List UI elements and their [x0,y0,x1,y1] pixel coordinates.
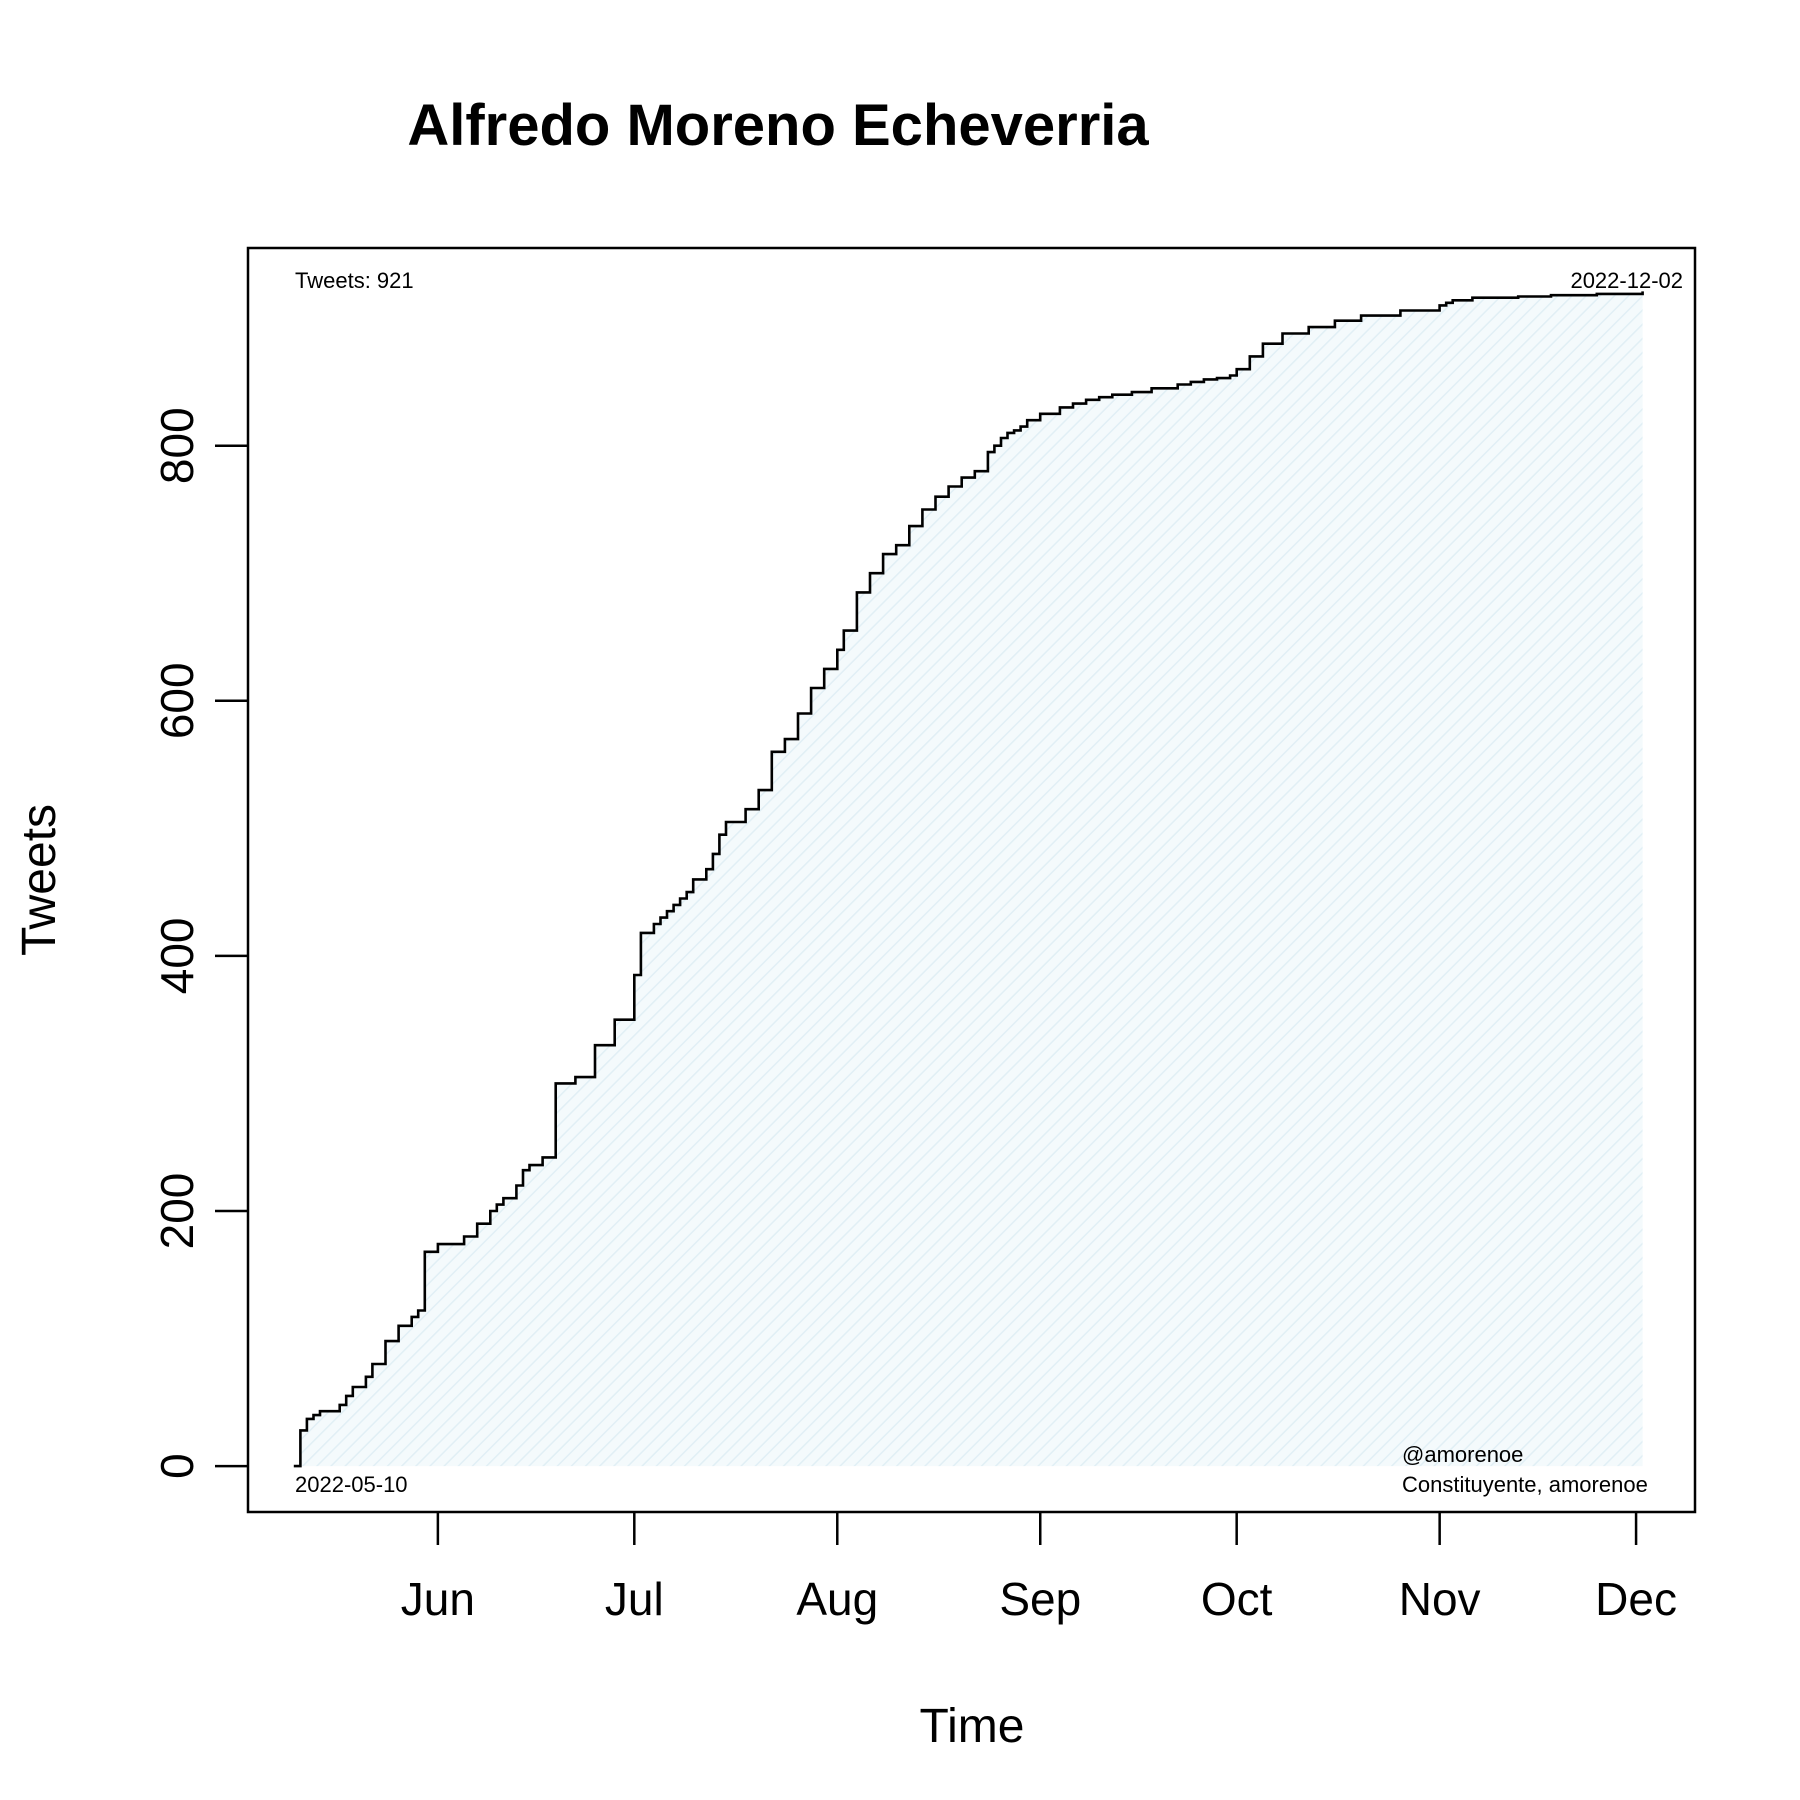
x-axis-label: Time [920,1700,1025,1753]
plot-frame [246,246,1697,1514]
y-tick-label: 400 [151,918,203,995]
y-tick-label: 0 [151,1453,203,1479]
x-tick-label: Dec [1595,1573,1677,1625]
x-tick-label: Oct [1201,1573,1273,1625]
chart-title: Alfredo Moreno Echeverria [407,93,1149,158]
x-tick-label: Jul [605,1573,664,1625]
x-tick-label: Jun [401,1573,475,1625]
x-axis: Jun Jul Aug Sep Oct Nov Dec [401,1512,1677,1625]
line-layer [293,291,1644,1468]
start-date-note: 2022-05-10 [295,1472,408,1497]
x-tick-label: Aug [796,1573,878,1625]
y-axis: 0 200 400 600 800 [151,407,248,1479]
end-date-note: 2022-12-02 [1570,268,1683,293]
tweet-count-note: Tweets: 921 [295,268,414,293]
y-tick-label: 200 [151,1173,203,1250]
cumulative-area [293,291,1643,1467]
handle-note: @amorenoe [1402,1442,1523,1467]
description-note: Constituyente, amorenoe [1402,1472,1648,1497]
x-tick-label: Nov [1399,1573,1481,1625]
cumulative-line [293,291,1644,1468]
y-tick-label: 600 [151,662,203,739]
x-tick-label: Sep [999,1573,1081,1625]
y-tick-label: 800 [151,407,203,484]
y-axis-label: Tweets [13,804,66,956]
area-layer [293,291,1643,1467]
